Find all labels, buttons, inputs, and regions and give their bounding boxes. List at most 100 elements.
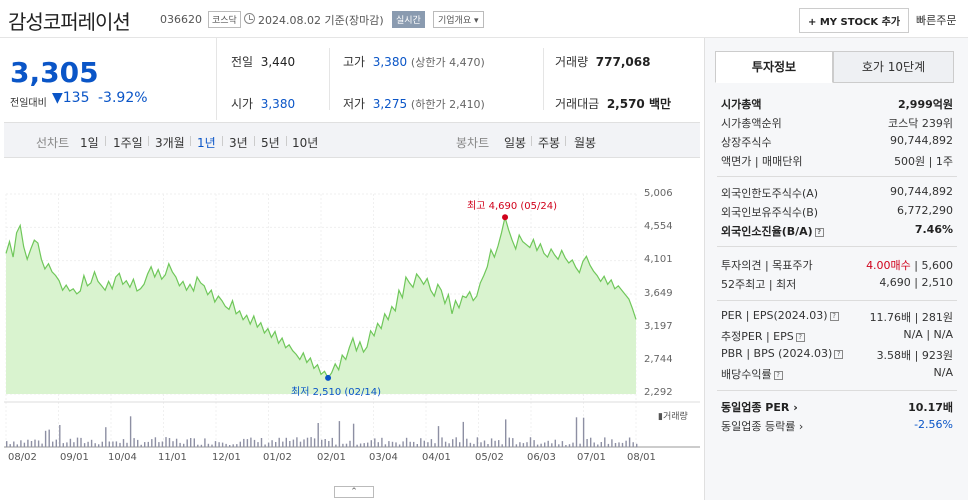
candle-chart-label[interactable]: 봉차트 <box>456 136 490 150</box>
tab-1d[interactable]: 1일 <box>80 136 99 150</box>
y-tick-label: 5,006 <box>644 188 673 199</box>
tab-weekly[interactable]: 주봉 <box>538 136 561 150</box>
volume-bar <box>296 437 298 447</box>
help-icon[interactable]: ? <box>814 228 824 237</box>
volume-bar <box>420 438 422 447</box>
volume-bar <box>183 443 185 447</box>
volume-bar <box>370 440 372 447</box>
quick-order-button[interactable]: 빠른주문 <box>916 14 957 27</box>
volume-bar <box>80 437 82 447</box>
volume-bar <box>27 439 29 447</box>
date-text: 2024.08.02 기준(장마감) <box>258 14 384 27</box>
volume-bar <box>250 437 252 447</box>
tab-orderbook[interactable]: 호가 10단계 <box>833 51 954 83</box>
tab-3y[interactable]: 3년 <box>229 136 248 150</box>
info-row: 상장주식수 90,744,892 <box>721 134 953 149</box>
tab-1y[interactable]: 1년 <box>197 136 216 150</box>
max-point <box>502 214 509 221</box>
help-icon[interactable]: ? <box>829 312 839 321</box>
x-tick-label: 11/01 <box>158 452 187 463</box>
volume-bar <box>359 443 362 447</box>
chart-period-bar: 선차트 1일 1주일 3개월 1년 3년 5년 10년 봉차트 일봉 주봉 월봉 <box>4 122 700 158</box>
volume-bar <box>335 444 337 447</box>
tab-3m[interactable]: 3개월 <box>155 136 185 150</box>
volume-bar <box>607 443 610 447</box>
volume-bar <box>317 423 319 447</box>
divider <box>717 300 957 301</box>
volume-bar <box>275 442 277 447</box>
volume-bar <box>239 441 241 447</box>
volume-bar <box>342 443 344 447</box>
volume-bar <box>73 442 75 447</box>
volume-bar <box>129 416 132 447</box>
x-tick-label: 08/01 <box>627 452 656 463</box>
volume-bar <box>625 440 627 447</box>
company-overview-button[interactable]: 기업개요 ▾ <box>433 11 484 28</box>
volume-bar <box>590 437 592 447</box>
industry-rate-row[interactable]: 동일업종 등락률 › -2.56% <box>721 418 953 433</box>
price-panel: 3,305 전일대비 ▼135 -3.92% <box>0 38 216 120</box>
volume-bar <box>427 442 429 447</box>
volume-bar <box>533 440 535 447</box>
volume-bar <box>126 442 128 447</box>
volume-bar <box>147 441 149 447</box>
x-tick-label: 09/01 <box>60 452 89 463</box>
volume-bar <box>285 437 287 447</box>
volume-bar <box>405 437 408 447</box>
volume-bar <box>59 425 61 447</box>
volume-bar <box>133 438 135 447</box>
y-tick-label: 2,292 <box>644 387 673 398</box>
help-icon[interactable]: ? <box>773 371 783 380</box>
volume-bar <box>16 444 18 447</box>
volume-bar <box>299 441 302 447</box>
volume-bar <box>278 437 280 447</box>
tab-daily[interactable]: 일봉 <box>504 136 527 150</box>
volume-bar <box>466 438 468 447</box>
divider <box>717 390 957 391</box>
volume-bar <box>551 443 553 447</box>
tab-monthly[interactable]: 월봉 <box>574 136 597 150</box>
volume-bar <box>76 437 79 447</box>
divider <box>148 136 149 146</box>
realtime-button[interactable]: 실시간 <box>392 11 425 28</box>
volume-bar <box>257 442 259 447</box>
x-tick-label: 03/04 <box>369 452 398 463</box>
change-percent: -3.92% <box>98 90 148 106</box>
volume-bar <box>158 442 160 447</box>
volume-bar <box>225 443 227 447</box>
info-row: 시가총액순위 코스닥 239위 <box>721 117 953 130</box>
volume-bar <box>331 437 333 447</box>
y-tick-label: 4,554 <box>644 221 673 232</box>
volume-bar <box>462 421 464 447</box>
price-chart[interactable]: 5,006 4,554 4,101 3,649 3,197 2,744 2,29… <box>4 160 700 500</box>
help-icon[interactable]: ? <box>795 333 805 342</box>
volume-bar <box>416 444 418 447</box>
tab-1w[interactable]: 1주일 <box>113 136 143 150</box>
x-tick-label: 07/01 <box>577 452 606 463</box>
volume-bar <box>83 443 86 447</box>
min-price-label: 최저 2,510 (02/14) <box>291 387 382 398</box>
line-chart-label[interactable]: 선차트 <box>36 136 70 150</box>
volume-bar <box>122 439 125 447</box>
mystock-add-button[interactable]: + MY STOCK 추가 <box>799 8 910 33</box>
volume-bar <box>20 440 22 447</box>
volume-bar <box>338 421 341 447</box>
volume-bar <box>66 442 68 447</box>
volume-bar <box>381 437 383 447</box>
volume-bar <box>90 439 93 447</box>
industry-per-row[interactable]: 동일업종 PER › 10.17배 <box>721 401 953 414</box>
help-icon[interactable]: ? <box>834 350 844 359</box>
volume: 거래량 777,068 <box>555 55 651 69</box>
volume-bar <box>469 442 472 447</box>
info-row: PBR | BPS (2024.03)? 3.58배 | 923원 <box>721 347 953 362</box>
volume-bar <box>508 437 510 447</box>
volume-bar <box>218 442 220 447</box>
chart-scroll-handle[interactable]: ⌃ <box>334 486 374 498</box>
info-row: 투자의견 | 목표주가 4.00매수 | 5,600 <box>721 259 953 272</box>
volume-bar <box>586 439 588 447</box>
tab-10y[interactable]: 10년 <box>292 136 319 150</box>
volume-bar <box>345 443 348 447</box>
tab-investment-info[interactable]: 투자정보 <box>715 51 833 83</box>
volume-bar <box>9 444 11 447</box>
tab-5y[interactable]: 5년 <box>261 136 280 150</box>
